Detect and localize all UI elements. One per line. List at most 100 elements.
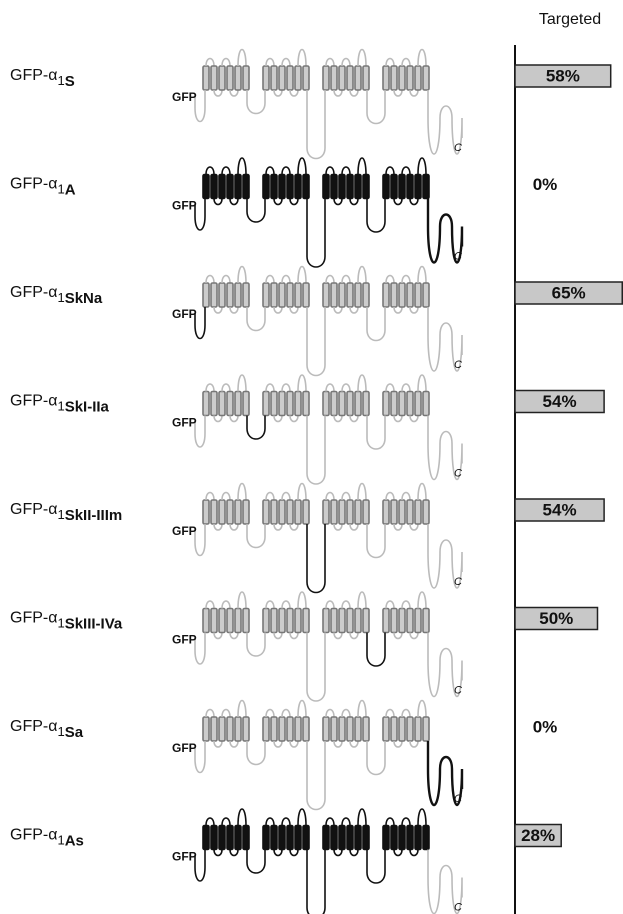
segment bbox=[422, 716, 430, 742]
segment bbox=[382, 607, 390, 634]
linker bbox=[366, 632, 386, 667]
linker bbox=[306, 415, 326, 485]
loop bbox=[417, 591, 427, 609]
segment bbox=[202, 499, 210, 525]
segment bbox=[390, 607, 398, 634]
loop bbox=[281, 491, 291, 501]
segment bbox=[414, 824, 422, 851]
loop bbox=[333, 632, 343, 640]
segment bbox=[302, 716, 310, 742]
segment bbox=[294, 607, 302, 634]
linker bbox=[306, 524, 326, 594]
segment bbox=[382, 173, 390, 200]
loop bbox=[357, 265, 367, 284]
loop bbox=[297, 157, 307, 175]
loop bbox=[417, 157, 427, 175]
loop bbox=[221, 166, 231, 175]
segment bbox=[294, 716, 302, 742]
segment bbox=[234, 65, 242, 91]
segment bbox=[242, 173, 250, 200]
n-terminus-label: GFP bbox=[172, 90, 197, 104]
loop bbox=[417, 699, 427, 718]
segment bbox=[330, 499, 338, 525]
segment bbox=[278, 282, 286, 308]
segment bbox=[322, 173, 330, 200]
row-label: GFP-α1Sa bbox=[10, 718, 84, 741]
loop bbox=[341, 57, 351, 67]
loop bbox=[385, 817, 395, 826]
segment bbox=[390, 65, 398, 91]
linker bbox=[246, 307, 266, 332]
c-terminus bbox=[427, 90, 463, 155]
loop bbox=[273, 849, 283, 857]
label-name: SkIII-IVa bbox=[65, 615, 123, 632]
row-label: GFP-α1As bbox=[10, 827, 84, 850]
segment bbox=[406, 65, 414, 91]
linker bbox=[246, 632, 266, 657]
loop bbox=[289, 523, 299, 531]
segment bbox=[398, 499, 406, 525]
segment bbox=[294, 824, 302, 851]
loop bbox=[333, 523, 343, 531]
loop bbox=[237, 157, 247, 175]
linker bbox=[246, 90, 266, 115]
segment bbox=[294, 65, 302, 91]
segment bbox=[270, 390, 278, 417]
loop bbox=[325, 274, 335, 284]
segment bbox=[338, 65, 346, 91]
segment bbox=[346, 282, 354, 308]
loop bbox=[265, 383, 275, 392]
loop bbox=[417, 265, 427, 284]
loop bbox=[281, 274, 291, 284]
loop bbox=[417, 48, 427, 67]
segment bbox=[422, 499, 430, 525]
loop bbox=[281, 166, 291, 175]
segment bbox=[202, 390, 210, 417]
segment bbox=[390, 824, 398, 851]
segment bbox=[422, 173, 430, 200]
linker bbox=[366, 849, 386, 884]
segment bbox=[202, 282, 210, 308]
loop bbox=[349, 523, 359, 531]
loop bbox=[297, 265, 307, 284]
segment bbox=[302, 824, 310, 851]
segment bbox=[346, 390, 354, 417]
loop bbox=[221, 600, 231, 609]
segment bbox=[330, 390, 338, 417]
loop bbox=[213, 849, 223, 857]
n-terminus bbox=[194, 198, 206, 231]
segment bbox=[242, 716, 250, 742]
c-terminus-label: C bbox=[454, 142, 462, 154]
c-terminus-label: C bbox=[454, 793, 462, 805]
segment bbox=[338, 282, 346, 308]
segment bbox=[406, 173, 414, 200]
loop bbox=[417, 374, 427, 392]
segment bbox=[338, 390, 346, 417]
n-terminus-label: GFP bbox=[172, 633, 197, 647]
loop bbox=[393, 632, 403, 640]
segment bbox=[406, 499, 414, 525]
segment bbox=[354, 173, 362, 200]
segment bbox=[406, 282, 414, 308]
segment bbox=[382, 65, 390, 91]
loop bbox=[237, 699, 247, 718]
loop bbox=[289, 415, 299, 423]
loop bbox=[401, 600, 411, 609]
segment bbox=[262, 282, 270, 308]
segment bbox=[414, 282, 422, 308]
loop bbox=[333, 849, 343, 857]
segment bbox=[322, 824, 330, 851]
label-subscript: 1 bbox=[57, 507, 64, 522]
linker bbox=[366, 307, 386, 342]
segment bbox=[390, 173, 398, 200]
bar bbox=[514, 64, 612, 88]
segment bbox=[302, 65, 310, 91]
loop bbox=[325, 383, 335, 392]
segment bbox=[270, 716, 278, 742]
loop bbox=[265, 274, 275, 284]
segment bbox=[234, 390, 242, 417]
topology bbox=[194, 265, 463, 377]
loop bbox=[273, 523, 283, 531]
loop bbox=[393, 849, 403, 857]
